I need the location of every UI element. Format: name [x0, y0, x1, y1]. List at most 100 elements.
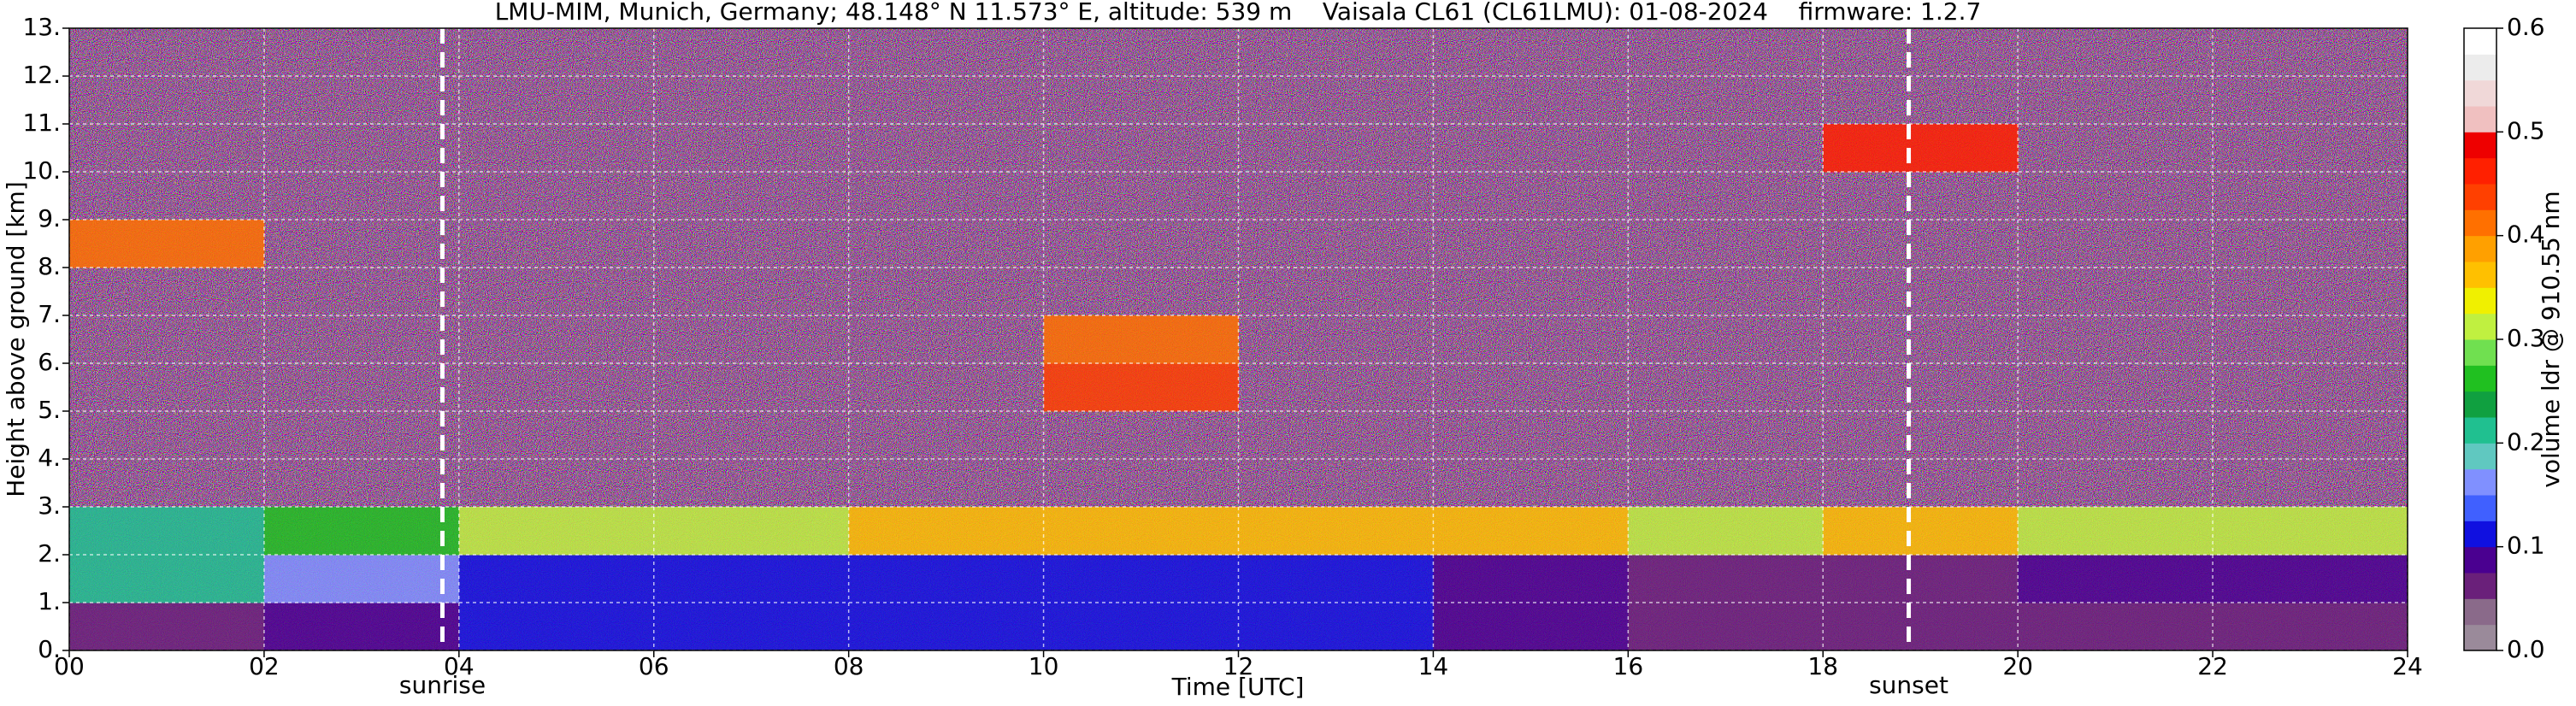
heatmap-cell [1238, 507, 1434, 556]
heatmap-cell [69, 220, 265, 268]
x-tick-label: 20 [2002, 652, 2033, 680]
event-label: sunset [1869, 671, 1948, 699]
heatmap-cell [1628, 555, 1824, 603]
colorbar-swatch [2464, 235, 2496, 262]
heatmap-cell [1433, 603, 1629, 651]
heatmap-cell [458, 507, 655, 556]
heatmap-cell [458, 555, 655, 603]
x-tick-label: 16 [1613, 652, 1644, 680]
colorbar-swatch [2464, 28, 2496, 55]
heatmap-cell [2018, 555, 2213, 603]
heatmap-cell [1823, 555, 2019, 603]
colorbar-tick-label: 0.0 [2507, 635, 2545, 663]
colorbar-swatch [2464, 313, 2496, 340]
colorbar-swatch [2464, 624, 2496, 651]
heatmap-cell [263, 555, 460, 603]
colorbar-swatch [2464, 546, 2496, 574]
y-tick-label: 3. [38, 491, 61, 520]
x-axis-label: Time [UTC] [1171, 673, 1305, 701]
colorbar-label: volume ldr @ 910.55 nm [2537, 191, 2565, 487]
heatmap-cell [2018, 507, 2213, 556]
heatmap-cell [1043, 603, 1239, 651]
y-axis-label: Height above ground [km] [2, 181, 30, 497]
colorbar-swatch [2464, 287, 2496, 315]
heatmap-cell [263, 507, 460, 556]
heatmap-cell [848, 603, 1045, 651]
colorbar-swatch [2464, 495, 2496, 521]
colorbar-swatch [2464, 184, 2496, 210]
colorbar-swatch [2464, 54, 2496, 81]
y-tick-label: 12. [22, 61, 61, 89]
heatmap-cell [1433, 507, 1629, 556]
colorbar-tick-label: 0.2 [2507, 427, 2545, 456]
heatmap-cell [2213, 603, 2408, 651]
x-tick-label: 04 [444, 652, 475, 680]
colorbar-swatch [2464, 132, 2496, 159]
y-tick-label: 6. [38, 348, 61, 376]
y-tick-label: 7. [38, 300, 61, 328]
heatmap-cell [69, 603, 265, 651]
heatmap-cell [1433, 555, 1629, 603]
heatmap-cell [2213, 555, 2408, 603]
heatmap-cell [653, 603, 850, 651]
y-tick-label: 9. [38, 204, 61, 232]
y-tick-label: 13. [22, 13, 61, 41]
colorbar-swatch [2464, 339, 2496, 366]
x-tick-label: 00 [54, 652, 85, 680]
heatmap-cell [1628, 603, 1824, 651]
heatmap-cell [1823, 507, 2019, 556]
y-tick-label: 8. [38, 252, 61, 280]
x-tick-label: 10 [1029, 652, 1059, 680]
heatmap-cell [2213, 507, 2408, 556]
heatmap-cell [69, 555, 265, 603]
event-label: sunrise [399, 671, 486, 699]
colorbar-swatch [2464, 157, 2496, 185]
chart-title: LMU-MIM, Munich, Germany; 48.148° N 11.5… [495, 0, 1982, 26]
y-tick-label: 11. [22, 109, 61, 137]
x-tick-label: 14 [1418, 652, 1449, 680]
x-tick-label: 08 [834, 652, 864, 680]
x-tick-label: 12 [1223, 652, 1254, 680]
heatmap-cell [1043, 363, 1239, 412]
heatmap-cell [653, 507, 850, 556]
colorbar-tick-label: 0.4 [2507, 221, 2545, 249]
y-tick-label: 0. [38, 635, 61, 663]
colorbar-swatch [2464, 209, 2496, 237]
colorbar-swatch [2464, 598, 2496, 626]
y-tick-label: 2. [38, 539, 61, 568]
heatmap-cell [1238, 603, 1434, 651]
colorbar-swatch [2464, 79, 2496, 107]
colorbar-tick-label: 0.1 [2507, 532, 2545, 560]
colorbar-swatch [2464, 573, 2496, 599]
heatmap-cell [2018, 603, 2213, 651]
heatmap-cell [1238, 555, 1434, 603]
heatmap-cell [848, 507, 1045, 556]
x-tick-label: 22 [2197, 652, 2228, 680]
colorbar-swatch [2464, 391, 2496, 418]
colorbar-swatch [2464, 417, 2496, 444]
x-tick-label: 06 [639, 652, 669, 680]
heatmap-cell [1043, 507, 1239, 556]
y-tick-label: 4. [38, 444, 61, 472]
colorbar-tick-label: 0.5 [2507, 116, 2545, 144]
x-tick-label: 02 [249, 652, 280, 680]
heatmap-cell [1043, 315, 1239, 364]
x-tick-label: 18 [1807, 652, 1838, 680]
heatmap-cell [1628, 507, 1824, 556]
heatmap-cell [69, 507, 265, 556]
heatmap-cell [1823, 603, 2019, 651]
plot-frame [68, 27, 2408, 651]
colorbar-swatch [2464, 443, 2496, 470]
colorbar-swatch [2464, 106, 2496, 132]
heatmap-cell [848, 555, 1045, 603]
y-tick-label: 10. [22, 156, 61, 185]
heatmap-cell [653, 555, 850, 603]
y-tick-label: 1. [38, 587, 61, 615]
heatmap-cell [263, 603, 460, 651]
colorbar-tick-label: 0.3 [2507, 324, 2545, 352]
y-tick-label: 5. [38, 396, 61, 424]
heatmap-cell [1043, 555, 1239, 603]
colorbar-swatch [2464, 262, 2496, 288]
heatmap-cell [458, 603, 655, 651]
